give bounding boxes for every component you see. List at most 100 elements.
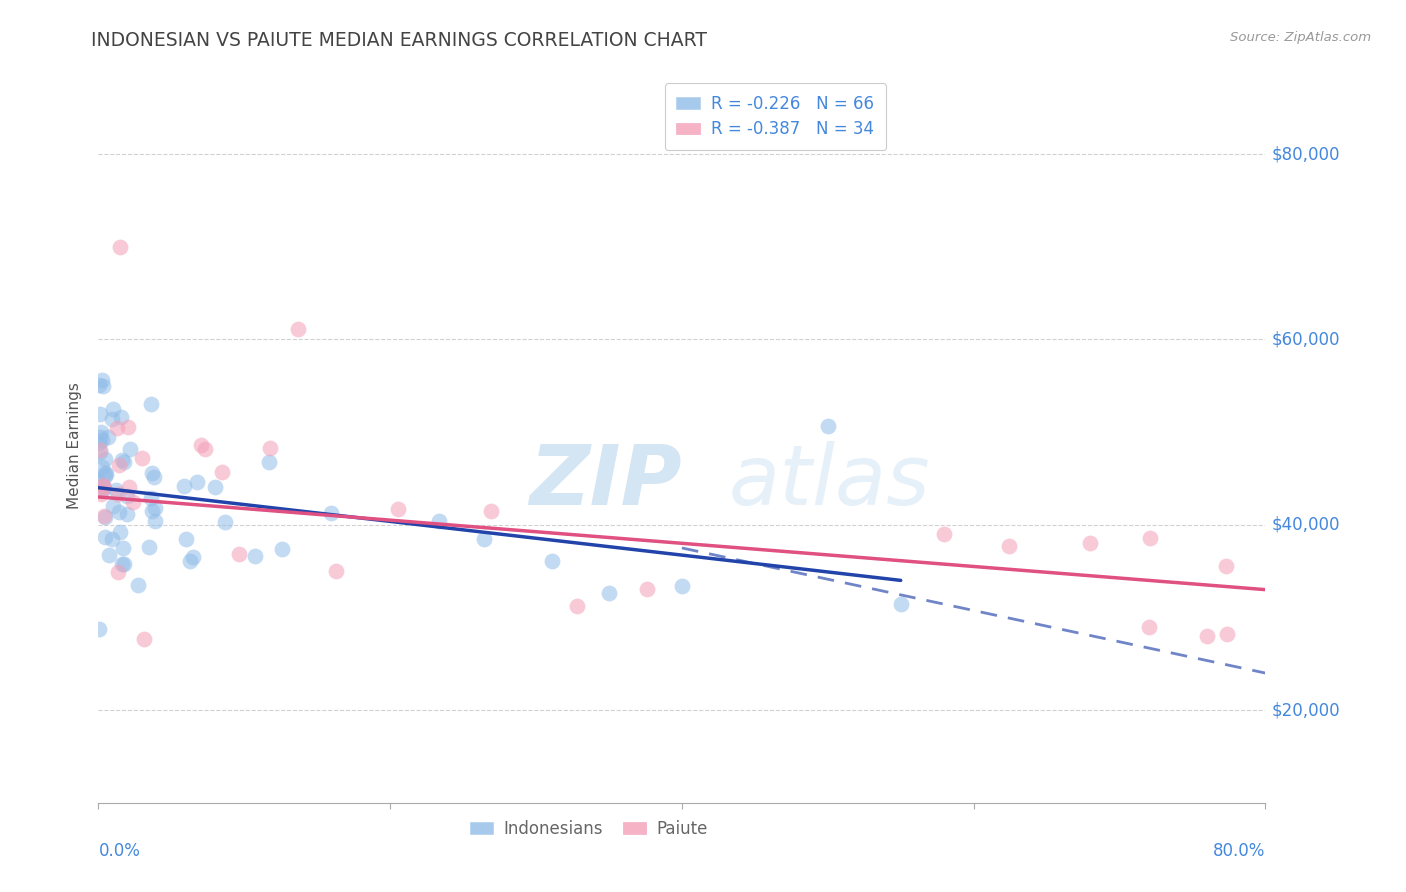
Point: [94, 452, 117, 467]
Point: [122, 494, 145, 508]
Point: [111, 453, 134, 467]
Point: [112, 455, 135, 469]
Point: [127, 577, 149, 591]
Text: $80,000: $80,000: [1271, 145, 1340, 163]
Point: [1197, 629, 1219, 643]
Text: $60,000: $60,000: [1271, 330, 1340, 349]
Point: [101, 499, 124, 513]
Point: [97, 548, 120, 562]
Point: [87, 436, 110, 450]
Point: [598, 585, 620, 599]
Point: [817, 418, 839, 433]
Point: [321, 507, 343, 521]
Point: [211, 465, 233, 479]
Point: [118, 480, 141, 494]
Point: [105, 421, 128, 435]
Point: [87, 622, 110, 636]
Point: [115, 489, 138, 503]
Point: [671, 579, 693, 593]
Point: [89, 430, 111, 444]
Point: [90, 486, 112, 500]
Point: [174, 533, 197, 547]
Point: [190, 438, 212, 452]
Point: [108, 458, 131, 473]
Point: [91, 479, 114, 493]
Point: [259, 442, 281, 456]
Text: $20,000: $20,000: [1271, 701, 1340, 719]
Text: atlas: atlas: [728, 442, 931, 522]
Point: [105, 483, 128, 497]
Point: [138, 541, 160, 555]
Point: [91, 480, 114, 494]
Point: [89, 407, 111, 421]
Point: [89, 444, 111, 458]
Point: [131, 450, 153, 465]
Point: [112, 558, 135, 572]
Point: [139, 397, 162, 411]
Point: [141, 466, 163, 480]
Point: [142, 470, 165, 484]
Point: [91, 459, 114, 474]
Point: [111, 557, 134, 571]
Point: [90, 425, 112, 439]
Point: [107, 487, 129, 501]
Point: [325, 564, 347, 578]
Text: 0.0%: 0.0%: [98, 842, 141, 860]
Point: [107, 566, 129, 580]
Point: [890, 597, 912, 611]
Point: [194, 442, 217, 456]
Point: [97, 429, 120, 443]
Text: INDONESIAN VS PAIUTE MEDIAN EARNINGS CORRELATION CHART: INDONESIAN VS PAIUTE MEDIAN EARNINGS COR…: [91, 31, 707, 50]
Point: [110, 240, 132, 254]
Point: [228, 547, 250, 561]
Point: [91, 373, 114, 387]
Point: [179, 553, 201, 567]
Point: [1215, 559, 1237, 574]
Point: [141, 491, 163, 506]
Point: [214, 516, 236, 530]
Point: [115, 507, 138, 521]
Point: [87, 474, 110, 488]
Point: [271, 541, 294, 556]
Point: [287, 322, 309, 336]
Point: [472, 532, 495, 546]
Point: [186, 475, 208, 489]
Point: [101, 412, 124, 426]
Point: [94, 530, 117, 544]
Legend: Indonesians, Paiute: Indonesians, Paiute: [463, 814, 714, 845]
Point: [479, 504, 502, 518]
Point: [1137, 620, 1160, 634]
Point: [934, 527, 956, 541]
Point: [91, 378, 114, 392]
Point: [243, 549, 266, 564]
Point: [89, 443, 111, 458]
Point: [565, 599, 588, 613]
Point: [637, 582, 659, 596]
Point: [540, 554, 562, 568]
Text: 80.0%: 80.0%: [1213, 842, 1265, 860]
Point: [143, 515, 166, 529]
Text: ZIP: ZIP: [529, 442, 682, 522]
Point: [94, 469, 117, 483]
Point: [1139, 532, 1161, 546]
Text: Source: ZipAtlas.com: Source: ZipAtlas.com: [1230, 31, 1371, 45]
Point: [117, 420, 139, 434]
Point: [997, 539, 1019, 553]
Point: [93, 508, 115, 523]
Point: [91, 477, 114, 491]
Text: $40,000: $40,000: [1271, 516, 1340, 533]
Point: [259, 455, 281, 469]
Point: [93, 510, 115, 524]
Point: [173, 479, 195, 493]
Point: [96, 467, 118, 481]
Y-axis label: Median Earnings: Median Earnings: [67, 383, 83, 509]
Point: [387, 501, 409, 516]
Point: [111, 541, 134, 555]
Point: [427, 514, 450, 528]
Point: [1215, 626, 1237, 640]
Point: [93, 481, 115, 495]
Point: [108, 505, 131, 519]
Point: [91, 433, 114, 447]
Point: [132, 632, 155, 647]
Point: [110, 410, 132, 425]
